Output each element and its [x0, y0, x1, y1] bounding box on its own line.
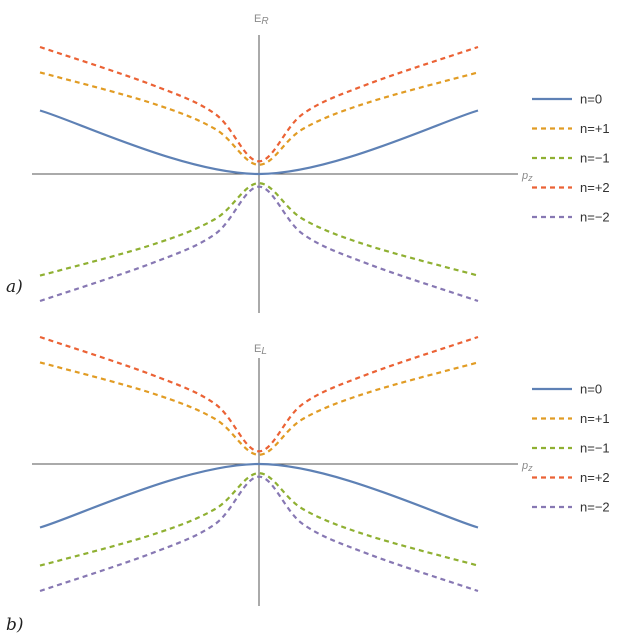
legend-label: n=0: [580, 92, 602, 107]
legend-label: n=+1: [580, 121, 610, 136]
legend-label: n=−2: [580, 500, 610, 515]
panel-label: b): [6, 615, 24, 635]
y-axis-label: EL: [254, 343, 267, 357]
y-axis-label: ER: [254, 13, 269, 27]
chart-panel-b: EL pz b) n=0 n=+1 n=−1 n=+2 n=−2: [6, 335, 610, 635]
panel-label: a): [6, 277, 23, 297]
legend-label: n=0: [580, 382, 602, 397]
legend-label: n=−1: [580, 441, 610, 456]
legend-label: n=+2: [580, 180, 610, 195]
series-line-n0: [39, 109, 479, 176]
chart-panel-a: ER pz a) n=0 n=+1 n=−1 n=+2 n=−2: [6, 13, 610, 313]
x-axis-label: pz: [521, 170, 533, 183]
legend-label: n=−2: [580, 210, 610, 225]
x-axis-label: pz: [521, 460, 533, 473]
legend-label: n=+1: [580, 411, 610, 426]
legend: n=0 n=+1 n=−1 n=+2 n=−2: [532, 382, 610, 515]
legend-label: n=−1: [580, 151, 610, 166]
legend: n=0 n=+1 n=−1 n=+2 n=−2: [532, 92, 610, 225]
series-line-n0: [39, 462, 479, 529]
series-line-nplus2: [39, 335, 479, 453]
series-line-nminus2: [39, 475, 479, 593]
series-line-nminus2: [39, 185, 479, 303]
legend-label: n=+2: [580, 470, 610, 485]
series-line-nplus2: [39, 45, 479, 163]
